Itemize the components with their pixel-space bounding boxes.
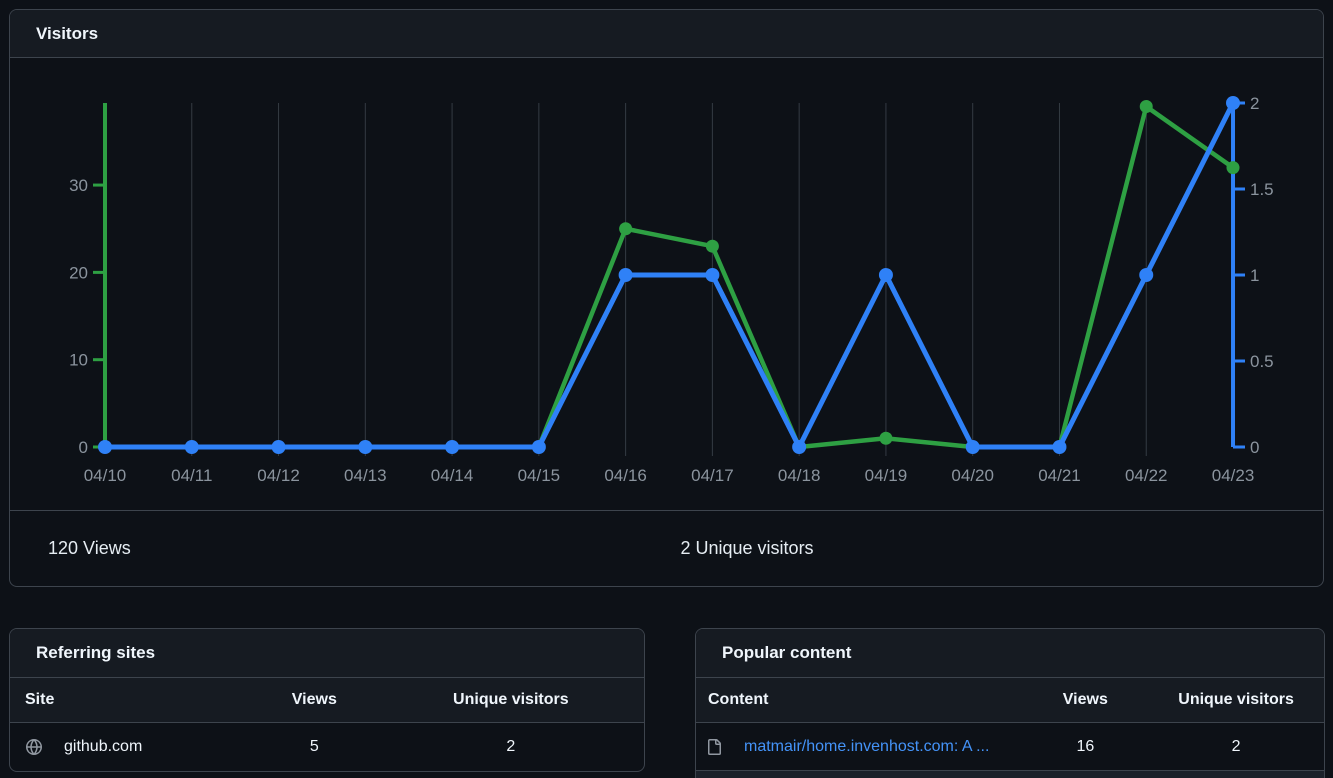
svg-text:04/14: 04/14 bbox=[431, 466, 474, 485]
svg-text:20: 20 bbox=[69, 263, 88, 282]
visitors-card-header: Visitors bbox=[10, 10, 1323, 58]
popular-content-unique: 2 bbox=[1231, 737, 1241, 755]
column-unique-visitors: Unique visitors bbox=[1178, 691, 1294, 708]
svg-text:2: 2 bbox=[1250, 94, 1259, 113]
svg-text:04/10: 04/10 bbox=[84, 466, 127, 485]
column-unique-visitors: Unique visitors bbox=[453, 691, 569, 708]
svg-text:04/19: 04/19 bbox=[865, 466, 908, 485]
popular-content-title: Popular content bbox=[722, 643, 852, 662]
file-icon bbox=[706, 738, 722, 755]
svg-text:0: 0 bbox=[79, 438, 88, 457]
referring-site-name: github.com bbox=[64, 737, 143, 755]
referring-sites-column-header: Site Views Unique visitors bbox=[10, 678, 644, 723]
visitors-chart-area: 0 10 20 30 0 0.5 1 1.5 2 04/10 04/11 04/12 04/13 04/1… bbox=[10, 58, 1323, 510]
popular-content-link[interactable]: matmair/home.invenhost.com: A ... bbox=[744, 737, 990, 755]
popular-content-header: Popular content bbox=[696, 629, 1324, 678]
visitors-summary-row: 120 Views 2 Unique visitors bbox=[10, 510, 1323, 586]
svg-text:04/15: 04/15 bbox=[518, 466, 561, 485]
svg-text:04/11: 04/11 bbox=[171, 466, 212, 485]
svg-text:10: 10 bbox=[69, 351, 88, 370]
svg-text:04/23: 04/23 bbox=[1212, 466, 1255, 485]
popular-content-card: Popular content Content Views Unique vis… bbox=[695, 628, 1325, 778]
referring-site-unique: 2 bbox=[506, 737, 516, 755]
svg-text:04/12: 04/12 bbox=[257, 466, 300, 485]
popular-content-row: matmair/home.invenhost.com: A ... 16 2 bbox=[696, 723, 1324, 770]
column-views: Views bbox=[291, 691, 337, 708]
popular-content-views: 16 bbox=[1076, 737, 1095, 755]
svg-text:1: 1 bbox=[1250, 266, 1259, 285]
visitors-card: Visitors 0 10 20 30 0 0.5 1 1.5 2 04/10 04/11 04/12… bbox=[9, 9, 1324, 587]
svg-text:30: 30 bbox=[69, 176, 88, 195]
svg-text:04/22: 04/22 bbox=[1125, 466, 1168, 485]
svg-text:04/17: 04/17 bbox=[691, 466, 734, 485]
total-views-summary: 120 Views bbox=[48, 538, 131, 558]
svg-text:04/16: 04/16 bbox=[604, 466, 647, 485]
svg-text:04/21: 04/21 bbox=[1038, 466, 1081, 485]
popular-content-column-header: Content Views Unique visitors bbox=[696, 678, 1324, 723]
referring-site-views: 5 bbox=[309, 737, 319, 755]
unique-visitors-summary: 2 Unique visitors bbox=[680, 538, 814, 558]
column-content: Content bbox=[708, 691, 769, 708]
svg-text:04/13: 04/13 bbox=[344, 466, 387, 485]
visitors-title: Visitors bbox=[36, 23, 99, 43]
referring-sites-card: Referring sites Site Views Unique visito… bbox=[9, 628, 645, 772]
svg-text:0.5: 0.5 bbox=[1250, 352, 1274, 371]
globe-icon bbox=[26, 738, 42, 755]
referring-sites-title: Referring sites bbox=[36, 643, 156, 662]
popular-content-next-row-cutoff bbox=[696, 770, 1324, 778]
referring-site-row: github.com 5 2 bbox=[10, 723, 644, 770]
referring-sites-header: Referring sites bbox=[10, 629, 644, 678]
svg-text:1.5: 1.5 bbox=[1250, 180, 1274, 199]
svg-text:04/18: 04/18 bbox=[778, 466, 821, 485]
column-site: Site bbox=[25, 691, 55, 708]
svg-text:0: 0 bbox=[1250, 438, 1259, 457]
column-views: Views bbox=[1062, 691, 1108, 708]
svg-text:04/20: 04/20 bbox=[951, 466, 994, 485]
visitors-chart: 0 10 20 30 0 0.5 1 1.5 2 04/10 04/11 04/12 04/13 04/1… bbox=[69, 94, 1274, 485]
